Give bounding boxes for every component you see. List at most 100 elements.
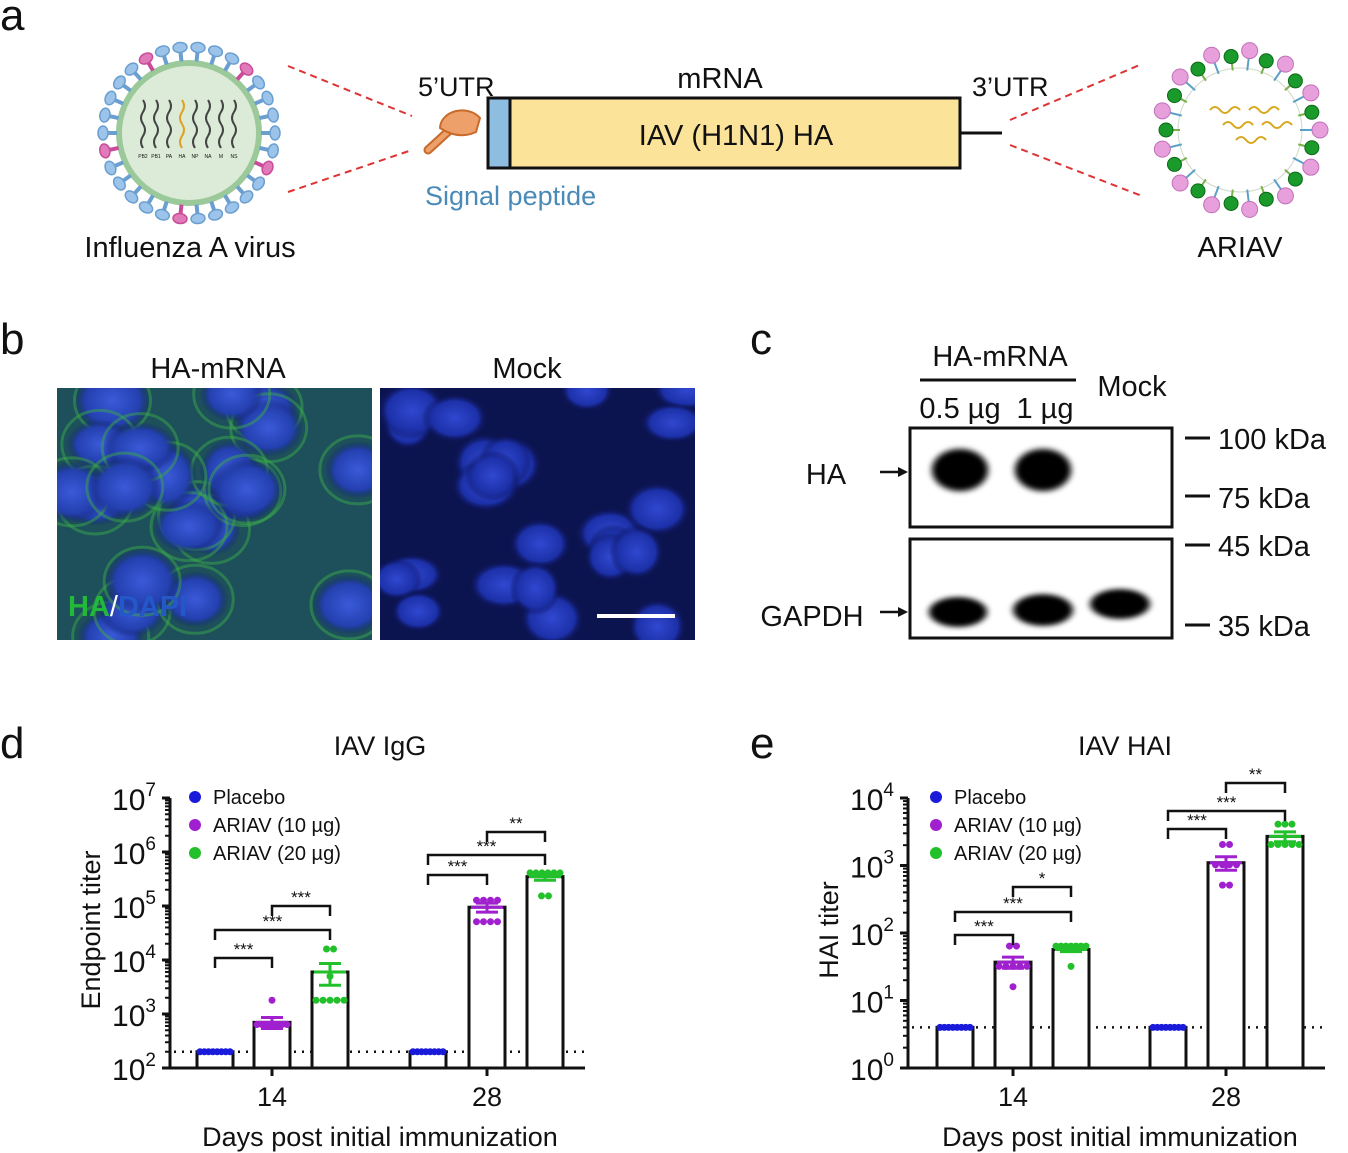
nucleus — [88, 455, 162, 519]
nucleus — [464, 450, 521, 501]
data-point — [1179, 1023, 1187, 1031]
rna-segment — [205, 99, 211, 149]
y-axis-label: HAI titer — [814, 881, 844, 979]
svg-text:75 kDa: 75 kDa — [1218, 483, 1311, 515]
data-point — [312, 996, 320, 1004]
bar — [252, 1020, 292, 1070]
nucleus — [390, 590, 446, 632]
y-tick-label: 102 — [112, 1050, 156, 1087]
marker-75: 75 kDa — [1185, 483, 1311, 515]
data-point — [1082, 942, 1090, 950]
stain-dapi: DAPI — [118, 591, 187, 623]
hemagglutinin-spike — [269, 125, 281, 141]
x-tick-label: 14 — [257, 1082, 287, 1112]
data-point — [480, 918, 487, 926]
legend-label: ARIAV (20 µg) — [213, 843, 341, 865]
mrna-strand — [1248, 106, 1280, 114]
ionizable-lipid — [1304, 140, 1320, 156]
peg-lipid — [1203, 46, 1221, 64]
data-point — [1288, 820, 1296, 828]
significance-bracket — [953, 933, 1015, 945]
data-point — [538, 892, 545, 900]
significance-label: *** — [1217, 793, 1237, 812]
legend-marker — [930, 847, 942, 859]
peg-lipid — [1203, 196, 1221, 214]
data-point — [1219, 881, 1226, 889]
stain-ha: HA — [68, 591, 110, 623]
significance-bracket — [270, 904, 332, 916]
data-point — [340, 996, 348, 1004]
y-tick-label: 103 — [112, 996, 156, 1033]
data-point — [1226, 840, 1233, 848]
band-gapdh-lane2 — [1009, 592, 1077, 628]
data-point — [330, 945, 337, 953]
row-label-gapdh: GAPDH — [760, 601, 863, 633]
chart-iav-igg: IAV IgG Days post initial immunization E… — [76, 731, 585, 1152]
hemagglutinin-spike — [207, 45, 224, 58]
bar — [935, 1025, 975, 1070]
data-point — [1267, 840, 1275, 848]
lnp-label: ARIAV — [1198, 232, 1284, 264]
neuraminidase-spike — [239, 62, 254, 76]
hemagglutinin-spike — [112, 176, 126, 191]
peg-lipid — [1171, 68, 1189, 86]
nucleus — [509, 561, 562, 616]
data-point — [1067, 962, 1075, 970]
hemagglutinin-spike — [104, 160, 117, 176]
data-point — [323, 945, 330, 953]
arrow-icon — [880, 607, 908, 617]
data-point — [1281, 820, 1289, 828]
hemagglutinin-spike — [261, 90, 274, 106]
ionizable-lipid — [1223, 195, 1239, 211]
significance-bracket — [1224, 781, 1287, 793]
nucleus — [560, 388, 614, 412]
band-gapdh-lane1 — [925, 595, 991, 629]
nucleus — [380, 558, 423, 600]
mrna-strand — [1209, 106, 1241, 114]
micrograph-mock — [380, 388, 695, 640]
zoom-line-top — [287, 65, 413, 117]
data-point — [1013, 942, 1020, 950]
nucleus — [609, 524, 664, 580]
data-point — [1274, 820, 1282, 828]
ha-membrane — [309, 569, 372, 640]
lipid-nanoparticle-illustration — [1153, 42, 1329, 218]
lane-label-2: 1 µg — [1016, 393, 1073, 425]
y-tick-label: 101 — [850, 983, 894, 1020]
significance-label: *** — [448, 857, 468, 876]
segment-label: M — [219, 154, 223, 160]
marker-100: 100 kDa — [1185, 424, 1327, 456]
band-ha-lane2 — [1011, 446, 1075, 494]
significance-bracket — [485, 830, 547, 842]
significance-bracket — [1011, 885, 1073, 897]
significance-label: *** — [263, 912, 283, 931]
rna-segment — [192, 99, 198, 149]
neuraminidase-spike — [172, 212, 188, 225]
hemagglutinin-spike — [112, 75, 126, 90]
hemagglutinin-spike — [267, 107, 279, 123]
y-tick-label: 104 — [850, 780, 894, 817]
cap-icon — [423, 109, 482, 155]
mrna-strand — [1261, 121, 1293, 129]
ha-membrane — [192, 388, 272, 430]
significance-label: *** — [477, 837, 497, 856]
marker-45: 45 kDa — [1185, 531, 1311, 563]
hemagglutinin-spike — [190, 41, 206, 54]
lnp-core — [1177, 67, 1303, 193]
nucleus — [312, 574, 372, 636]
segment-label: NA — [205, 154, 213, 160]
hemagglutinin-spike — [207, 208, 224, 221]
ionizable-lipid — [1304, 104, 1320, 120]
peg-lipid — [1241, 42, 1259, 60]
ha-membrane — [102, 545, 182, 617]
ionizable-lipid — [1166, 156, 1182, 172]
hemagglutinin-spike — [267, 143, 279, 159]
data-point — [319, 996, 327, 1004]
signal-peptide-label: Signal peptide — [425, 181, 596, 211]
svg-text:45 kDa: 45 kDa — [1218, 531, 1311, 563]
bar — [467, 905, 507, 1070]
legend-marker — [189, 819, 201, 831]
utr3-label: 3’UTR — [972, 72, 1049, 102]
arrow-icon — [880, 467, 908, 477]
ionizable-lipid — [1258, 53, 1274, 69]
